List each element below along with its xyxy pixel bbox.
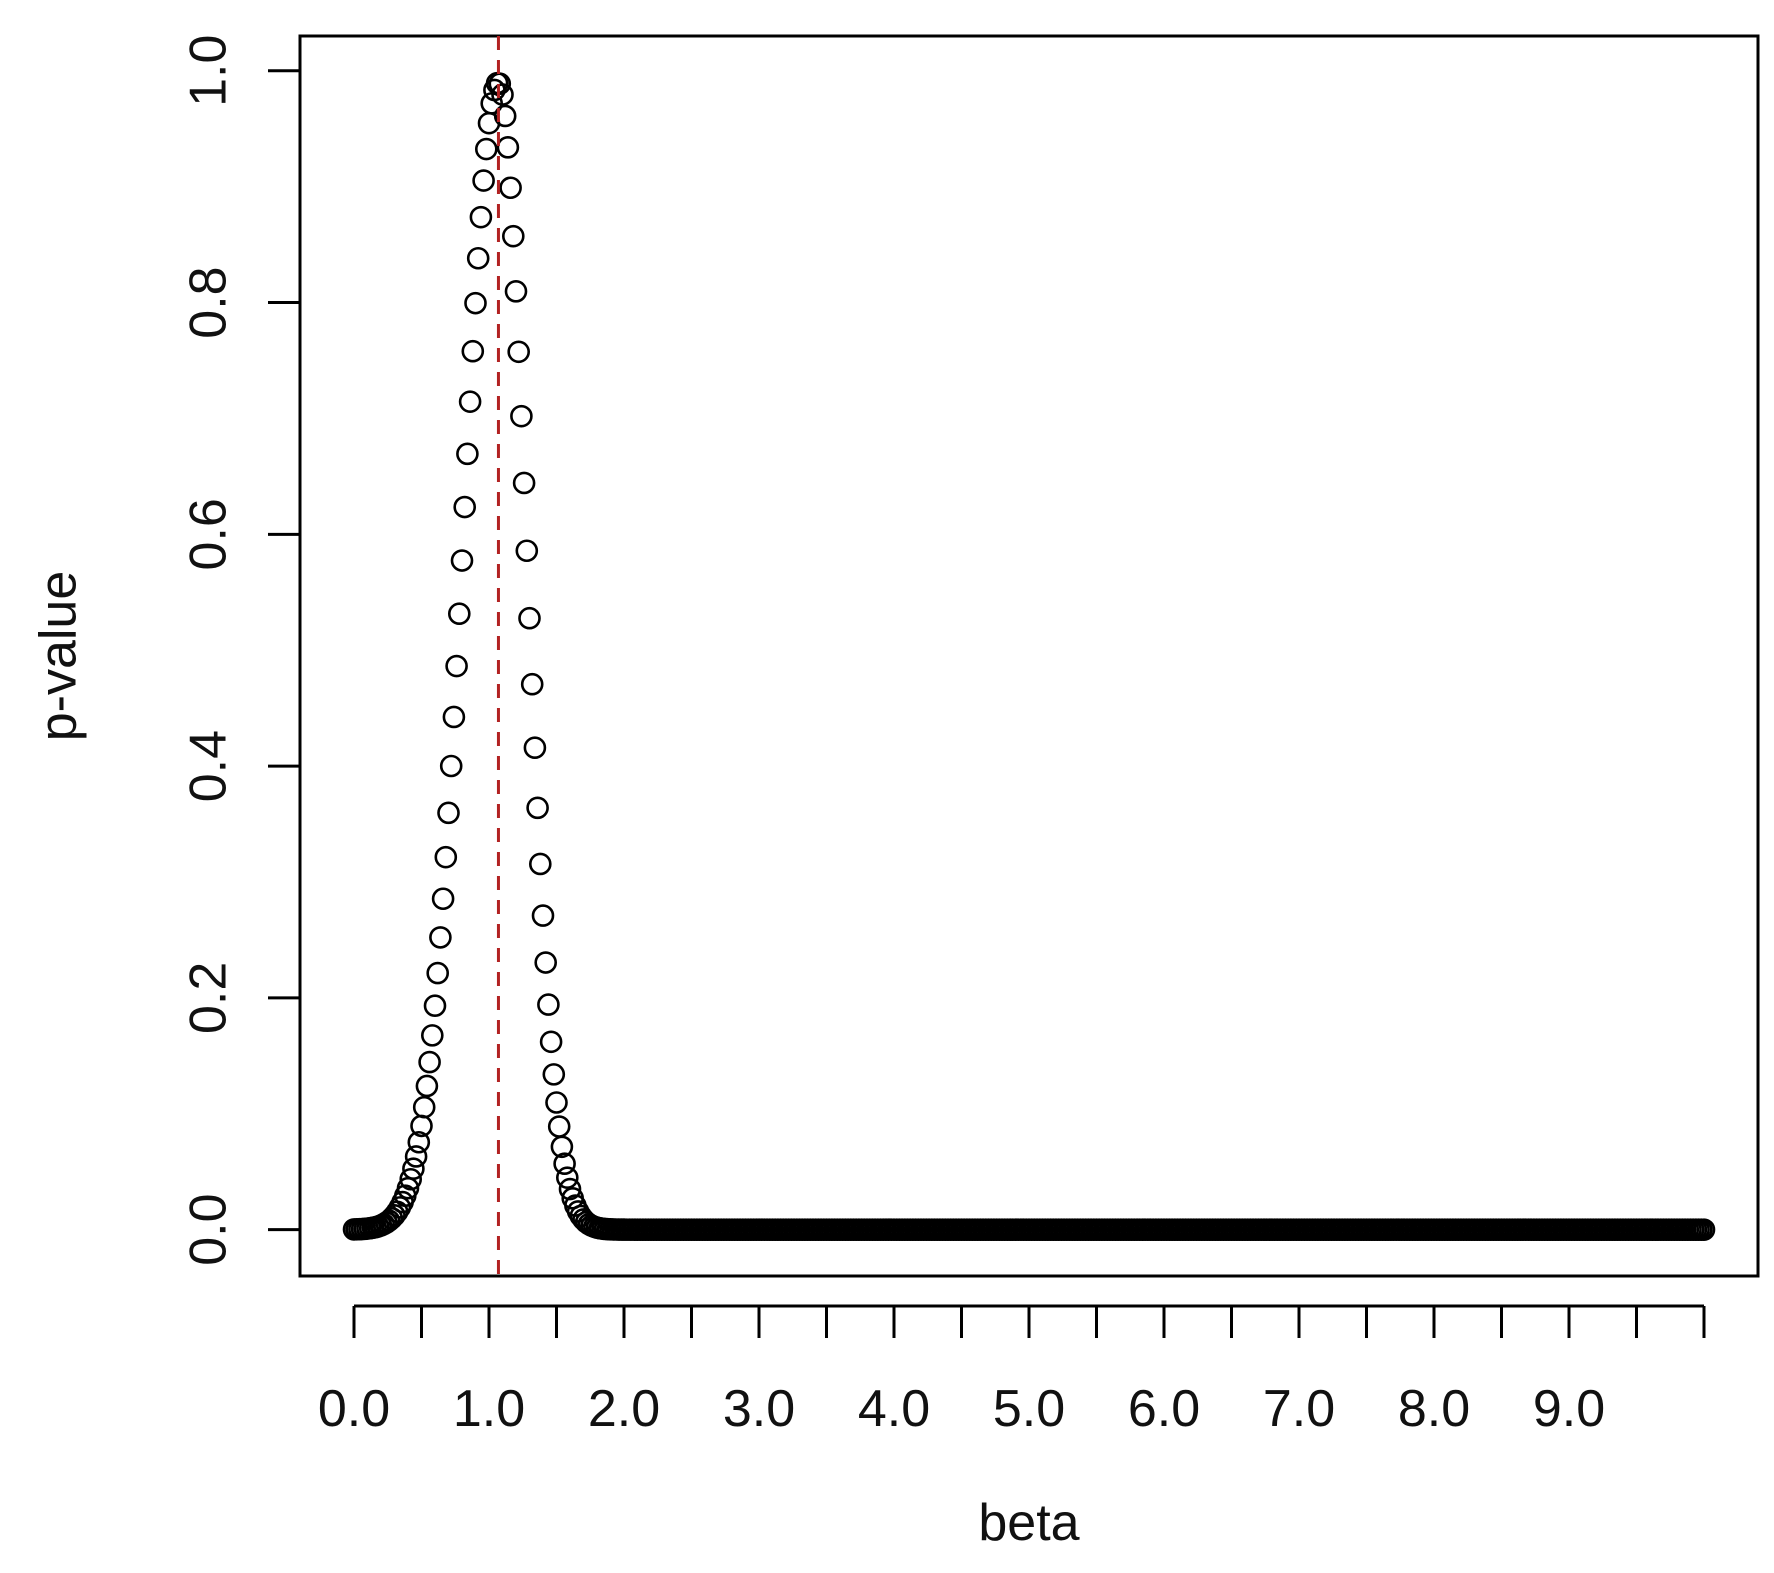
data-point [434, 845, 458, 869]
y-axis-title: p-value [30, 571, 88, 742]
data-point [515, 539, 539, 563]
x-axis-ticks [352, 1306, 1706, 1338]
x-tick-label: 1.0 [453, 1380, 525, 1438]
data-point [461, 339, 485, 363]
data-point [512, 471, 536, 495]
x-tick-label: 3.0 [723, 1380, 795, 1438]
data-point [464, 291, 487, 315]
data-point [404, 1145, 428, 1168]
y-tick-label: 0.2 [180, 962, 238, 1034]
y-tick-label: 0.0 [180, 1193, 238, 1265]
x-axis-tick-labels: 0.0 1.0 2.0 3.0 4.0 5.0 6.0 7.0 8.0 9.0 [318, 1380, 1605, 1438]
data-point [399, 1167, 423, 1191]
points-layer [342, 71, 1716, 1241]
data-point [426, 961, 450, 985]
data-point [431, 887, 455, 911]
data-point [510, 404, 533, 428]
data-point [523, 736, 547, 760]
data-point [415, 1074, 439, 1098]
data-point [545, 1091, 568, 1114]
data-point [472, 169, 495, 192]
data-point [456, 442, 479, 466]
x-tick-label: 9.0 [1533, 1380, 1605, 1438]
data-point [499, 176, 522, 200]
data-point [407, 1130, 431, 1154]
data-point [423, 994, 447, 1018]
data-point [402, 1157, 425, 1181]
data-point [507, 340, 531, 364]
x-tick-label: 6.0 [1128, 1380, 1200, 1438]
data-point [439, 754, 463, 778]
data-point [447, 602, 471, 626]
data-point [539, 1030, 563, 1054]
x-axis-title: beta [978, 1494, 1079, 1552]
data-point [474, 137, 498, 161]
y-tick-label: 0.8 [180, 266, 238, 338]
data-point [537, 993, 560, 1016]
data-point [528, 852, 552, 876]
y-tick-label: 0.4 [180, 730, 238, 802]
data-point [466, 246, 490, 270]
x-tick-label: 4.0 [858, 1380, 930, 1438]
x-tick-label: 7.0 [1263, 1380, 1335, 1438]
data-point [534, 951, 558, 974]
data-point [491, 83, 514, 106]
x-tick-label: 5.0 [993, 1380, 1065, 1438]
data-point [550, 1135, 574, 1159]
data-point [429, 926, 452, 949]
y-tick-label: 1.0 [180, 35, 238, 107]
data-point [531, 904, 555, 927]
data-point [504, 280, 528, 303]
y-axis-ticks [268, 69, 300, 1232]
data-point [555, 1166, 579, 1189]
data-point [469, 205, 493, 229]
data-point [501, 224, 525, 248]
data-point [558, 1177, 582, 1201]
data-point [412, 1095, 436, 1119]
data-point [458, 390, 482, 413]
x-tick-label: 8.0 [1398, 1380, 1470, 1438]
data-point [437, 801, 460, 825]
data-point [496, 136, 520, 159]
data-point [1692, 1218, 1716, 1241]
data-point [445, 654, 468, 678]
y-axis-tick-labels: 0.0 0.2 0.4 0.6 0.8 1.0 [180, 35, 238, 1266]
data-point [450, 549, 474, 572]
data-point [418, 1050, 441, 1074]
data-point [420, 1024, 444, 1047]
data-point [518, 606, 541, 630]
data-point [442, 705, 466, 729]
y-tick-label: 0.6 [180, 498, 238, 570]
data-point [453, 495, 477, 519]
x-tick-label: 2.0 [588, 1380, 660, 1438]
data-point [520, 672, 544, 696]
data-point [553, 1152, 576, 1176]
data-point [493, 104, 517, 128]
x-tick-label: 0.0 [318, 1380, 390, 1438]
data-point [542, 1063, 566, 1086]
data-point [526, 796, 549, 820]
